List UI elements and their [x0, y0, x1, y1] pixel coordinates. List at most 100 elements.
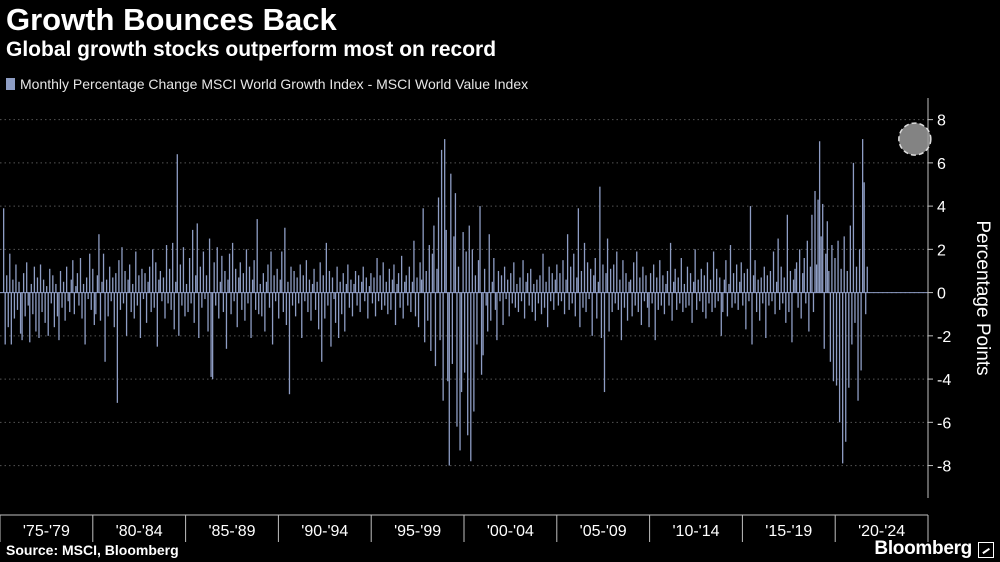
bar	[399, 292, 401, 308]
bar	[583, 242, 586, 293]
bar	[176, 154, 178, 293]
bar	[849, 225, 852, 293]
bar	[29, 292, 31, 343]
bar	[490, 292, 492, 321]
bar	[311, 283, 314, 293]
bar	[99, 292, 102, 321]
bar	[682, 292, 684, 313]
bar	[656, 277, 658, 293]
bar	[116, 292, 119, 403]
bar	[818, 141, 821, 293]
y-tick-label: -6	[937, 415, 951, 432]
bar	[90, 292, 92, 310]
bar	[188, 258, 191, 293]
bar	[473, 292, 475, 412]
bar	[488, 234, 490, 293]
bar	[471, 249, 473, 293]
bar	[49, 268, 51, 293]
bar	[525, 281, 527, 293]
bar	[298, 292, 300, 304]
bar	[815, 264, 818, 293]
bar	[662, 275, 664, 293]
bar	[716, 268, 718, 293]
bar	[119, 292, 122, 310]
bar	[185, 283, 188, 293]
bar	[520, 292, 523, 302]
bar	[737, 292, 739, 310]
bar	[95, 292, 97, 315]
bar	[347, 264, 349, 293]
bar	[265, 281, 268, 293]
bar	[173, 292, 175, 330]
bar	[18, 281, 20, 293]
bar	[550, 292, 552, 302]
bar	[244, 292, 246, 321]
bar	[626, 292, 629, 321]
bar	[357, 275, 360, 293]
bar	[322, 275, 324, 293]
bar	[221, 255, 223, 293]
bar	[273, 275, 275, 293]
x-tick-label: '80-'84	[116, 523, 163, 540]
bar	[609, 268, 612, 293]
bar	[494, 292, 497, 310]
bar	[636, 251, 638, 293]
bar	[15, 264, 17, 293]
bar	[712, 251, 715, 293]
bar	[248, 266, 251, 293]
chart-title: Growth Bounces Back	[6, 2, 337, 37]
bar	[497, 270, 500, 293]
bar	[817, 199, 819, 293]
bar	[628, 281, 630, 293]
bar	[64, 292, 66, 321]
bar	[468, 225, 470, 293]
bar	[129, 264, 131, 293]
bar	[89, 253, 91, 293]
bar	[648, 292, 650, 328]
bar	[294, 292, 297, 317]
bar	[803, 258, 805, 293]
bar	[460, 292, 463, 393]
bar	[812, 292, 815, 313]
bar	[61, 292, 63, 308]
bar	[365, 277, 367, 293]
bar	[9, 253, 11, 293]
bar	[348, 292, 351, 308]
bar	[539, 275, 541, 293]
bar	[692, 281, 695, 293]
bar	[302, 275, 304, 293]
bar	[73, 292, 75, 315]
bar	[324, 292, 326, 319]
bar	[642, 266, 644, 293]
bar	[533, 283, 535, 293]
bar	[573, 253, 575, 293]
bar	[67, 292, 69, 302]
bar	[337, 292, 340, 338]
bar	[261, 292, 263, 317]
bar	[70, 279, 72, 293]
bar	[139, 292, 142, 338]
bar	[542, 253, 544, 293]
bar	[699, 292, 701, 302]
bar	[722, 292, 724, 313]
bar	[281, 251, 283, 293]
bar	[779, 292, 781, 310]
bar	[694, 249, 696, 293]
bar	[570, 266, 572, 293]
bar	[428, 245, 430, 293]
bar	[402, 292, 404, 319]
bar	[93, 292, 95, 326]
bar	[832, 292, 835, 382]
bar	[196, 223, 198, 293]
bar	[318, 292, 320, 330]
bar	[591, 292, 593, 336]
bar	[370, 273, 372, 293]
bar	[616, 251, 618, 293]
bar	[705, 292, 707, 319]
bar	[513, 262, 515, 293]
bar	[456, 292, 458, 427]
bar	[388, 268, 391, 293]
bar	[464, 292, 466, 373]
bar	[543, 292, 546, 308]
bar	[451, 292, 454, 364]
